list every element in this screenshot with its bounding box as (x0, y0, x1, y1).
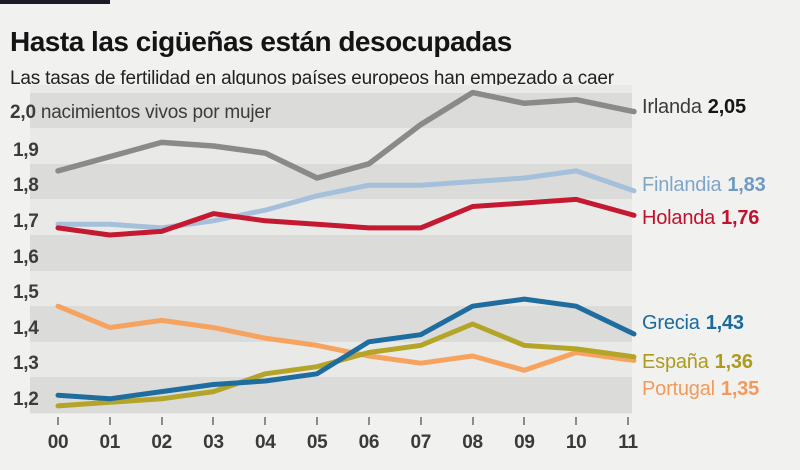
chart-subtitle: Las tasas de fertilidad en algunos paíse… (10, 68, 614, 89)
x-axis-tick (212, 417, 215, 425)
x-axis-label: 03 (203, 432, 224, 453)
x-axis-label: 06 (358, 432, 380, 453)
y-axis-label: 1,6 (13, 246, 39, 268)
series-end-value: 1,35 (720, 377, 760, 400)
x-axis-label: 09 (514, 432, 535, 453)
unit-note-text: nacimientos vivos por mujer (40, 102, 271, 124)
series-end-value: 1,83 (727, 173, 766, 196)
x-axis-tick (264, 417, 267, 425)
series-name: Holanda (642, 206, 716, 229)
series-end-value: 1,36 (714, 351, 753, 374)
series-name: Portugal (642, 377, 715, 400)
x-axis-tick (575, 417, 578, 425)
series-name: España (642, 351, 709, 374)
chart-title: Hasta las cigüeñas están desocupadas (10, 25, 512, 57)
x-axis-tick (471, 417, 474, 425)
series-end-label-grecia: Grecia 1,43 (642, 311, 744, 335)
y-axis-label: 1,9 (13, 139, 39, 161)
x-axis-label: 05 (306, 432, 328, 453)
top-accent-bar (0, 0, 110, 4)
series-end-label-holanda: Holanda 1,76 (642, 206, 759, 230)
y-axis-label: 1,5 (13, 282, 39, 304)
series-end-label-finlandia: Finlandia 1,83 (642, 173, 766, 197)
series-name: Finlandia (642, 173, 722, 196)
series-name: Irlanda (642, 96, 702, 119)
unit-note-value: 2,0 (10, 102, 36, 124)
x-axis-tick (419, 417, 422, 425)
series-line-finlandia (55, 168, 637, 231)
series-end-value: 1,43 (705, 312, 744, 335)
series-end-label-irlanda: Irlanda 2,05 (642, 95, 746, 119)
x-axis-label: 00 (47, 432, 69, 453)
x-axis-label: 11 (618, 432, 638, 453)
y-axis-label: 1,4 (13, 317, 39, 339)
series-line-holanda (55, 196, 637, 238)
x-axis-tick (108, 417, 111, 425)
x-axis-label: 02 (151, 432, 172, 453)
x-axis-label: 10 (565, 432, 587, 453)
unit-note: 2,0 nacimientos vivos por mujer (10, 102, 271, 124)
series-line-irlanda (55, 89, 637, 181)
y-axis-label: 1,8 (13, 175, 39, 197)
series-end-value: 1,76 (721, 206, 760, 229)
series-line-portugal (55, 303, 637, 373)
x-axis-tick (160, 417, 163, 425)
series-name: Grecia (642, 312, 700, 335)
x-axis-tick (627, 417, 630, 425)
y-axis-label: 1,7 (13, 211, 39, 232)
y-axis-label: 1,2 (13, 389, 39, 410)
series-line-españa (55, 321, 637, 409)
series-line-grecia (55, 296, 637, 402)
x-axis-tick (57, 417, 59, 425)
series-end-label-españa: España 1,36 (642, 350, 753, 374)
y-axis-label: 1,3 (13, 353, 39, 375)
grid-band (30, 235, 632, 271)
x-axis-label: 08 (462, 432, 483, 453)
x-axis-label: 07 (410, 432, 431, 453)
x-axis-label: 04 (254, 432, 276, 453)
x-axis-label: 01 (99, 432, 121, 453)
x-axis-tick (523, 417, 526, 425)
x-axis-tick (316, 417, 319, 425)
series-end-label-portugal: Portugal 1,35 (642, 377, 759, 401)
x-axis-tick (367, 417, 370, 425)
grid-band (30, 92, 632, 129)
series-end-value: 2,05 (707, 96, 746, 119)
